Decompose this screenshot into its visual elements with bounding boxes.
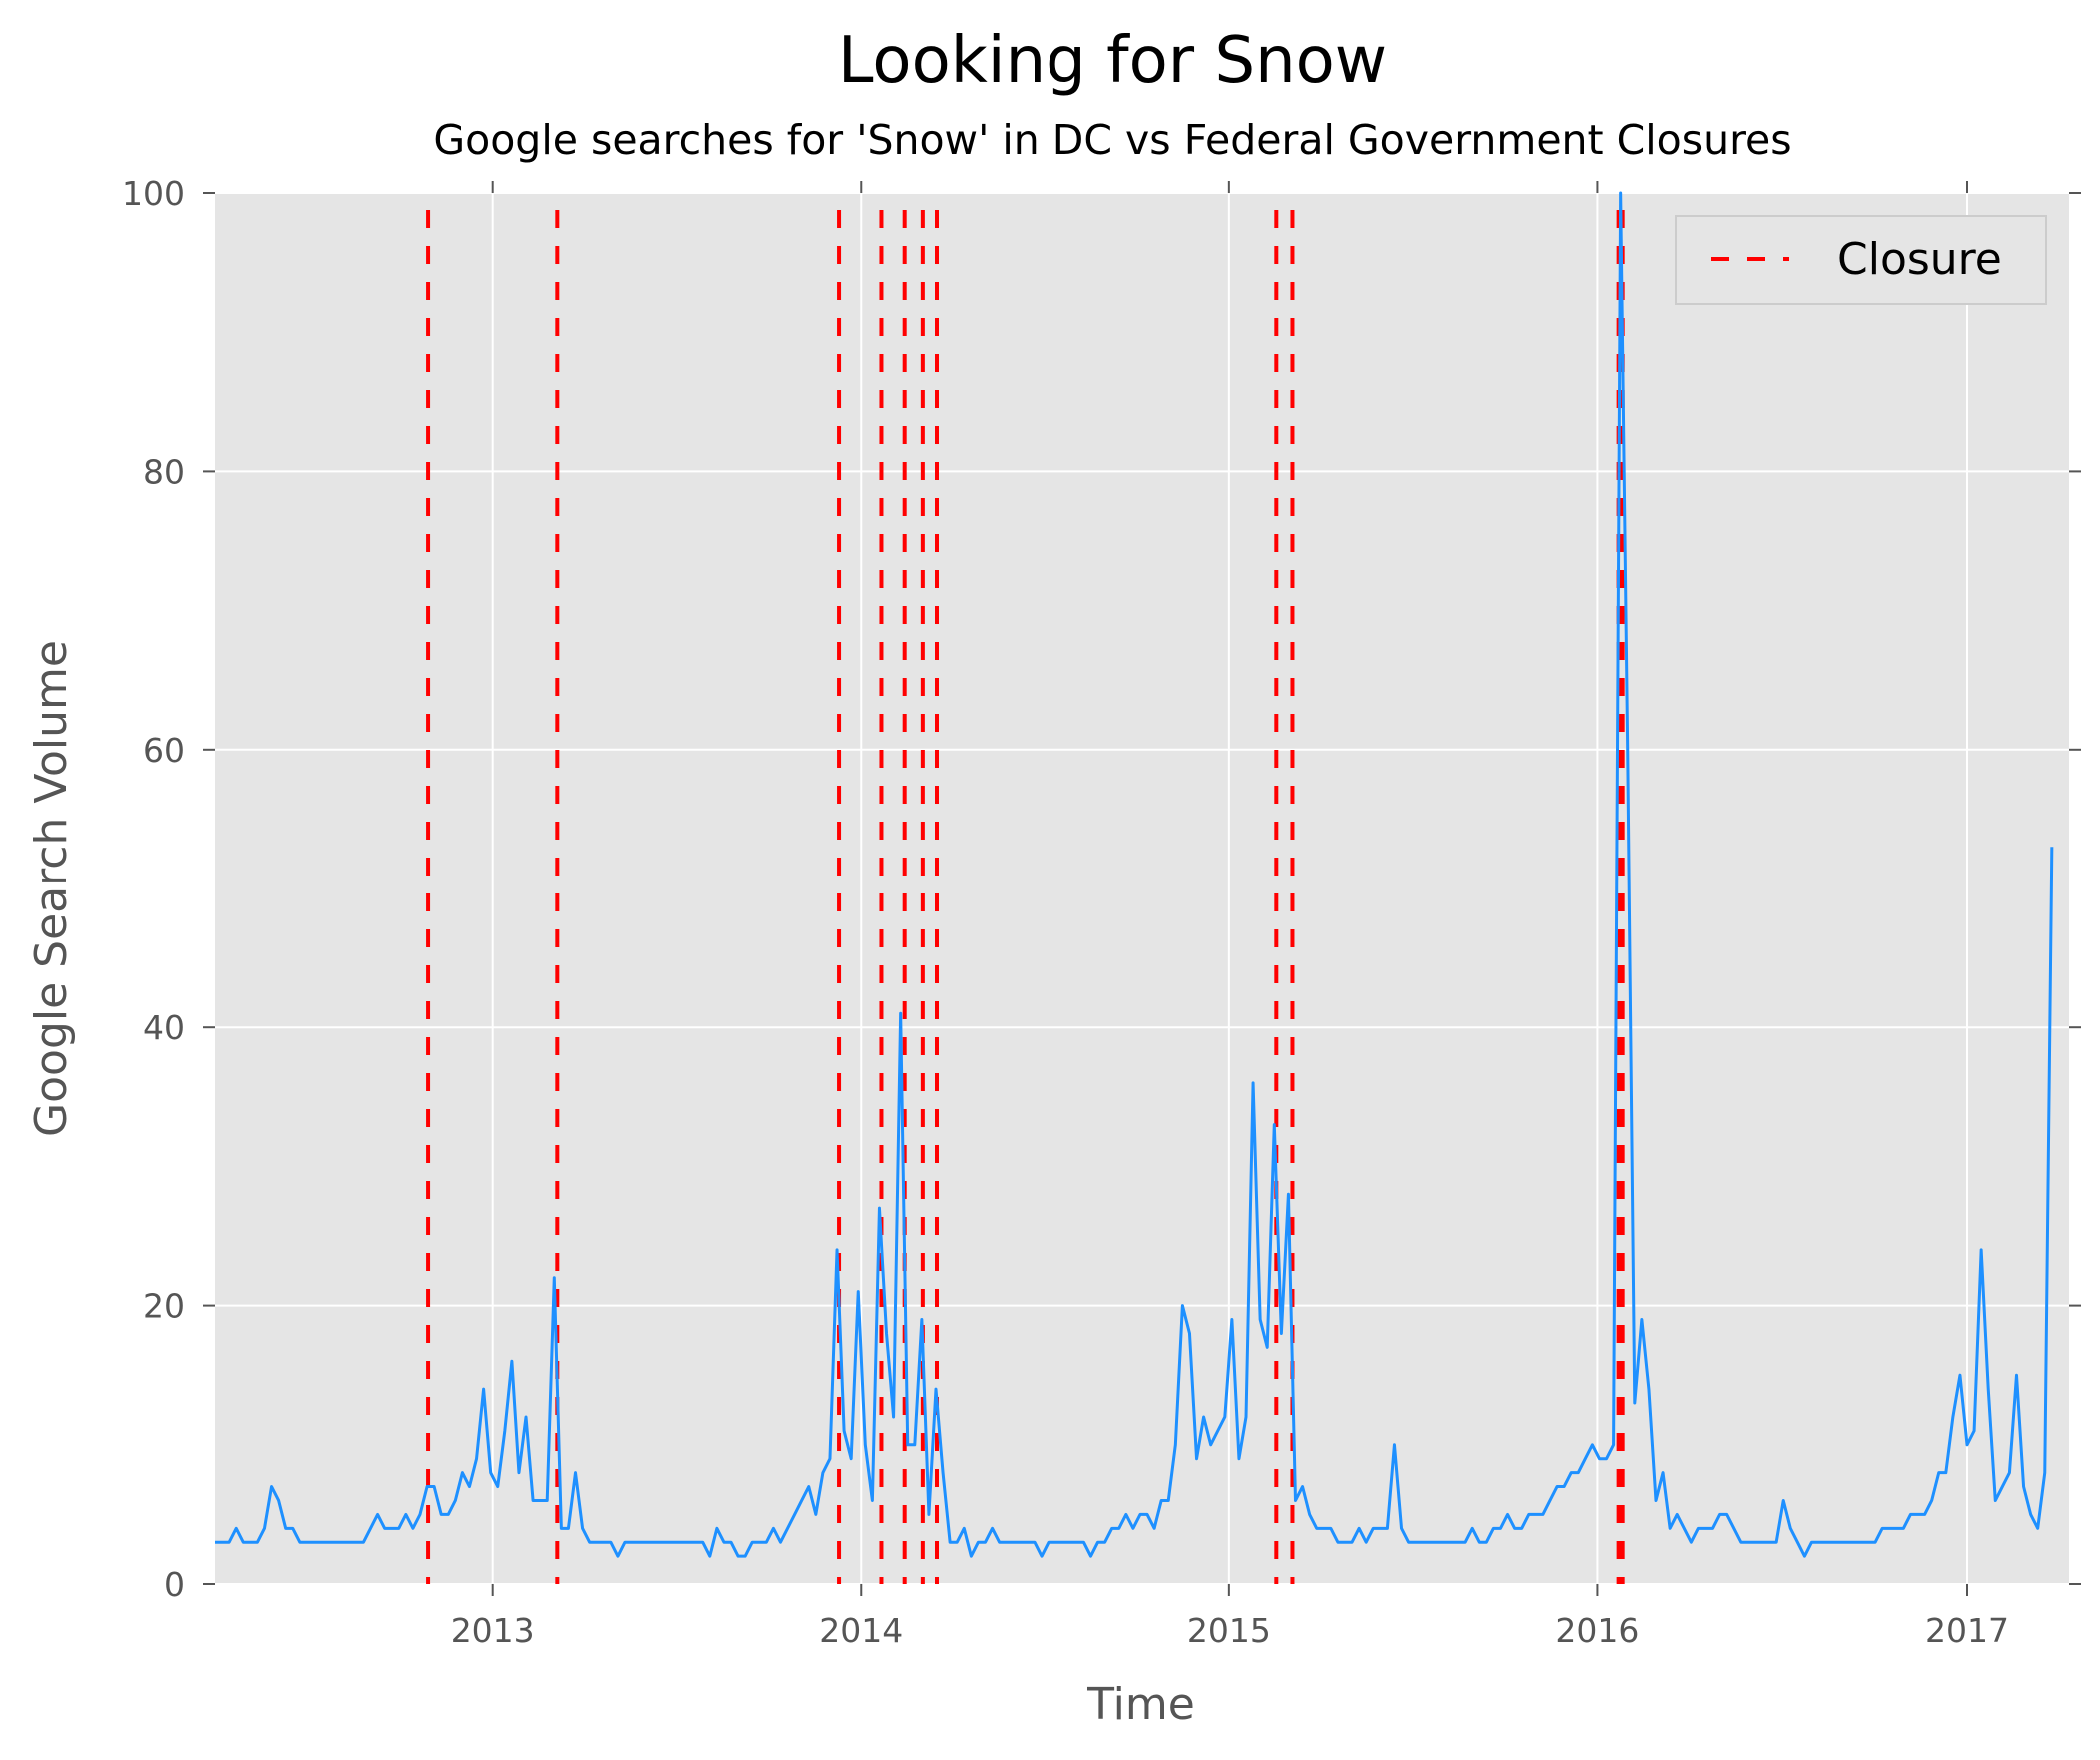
chart-title: Looking for Snow xyxy=(838,24,1387,98)
x-tick-label: 2013 xyxy=(451,1611,535,1650)
tick-labels: 0 20 40 60 80 100 2013 2014 2015 2016 2017 xyxy=(122,174,2009,1650)
axis-ticks xyxy=(203,181,2081,1596)
x-tick-label: 2016 xyxy=(1555,1611,1639,1650)
legend-box xyxy=(1675,215,2047,305)
x-tick-label: 2017 xyxy=(1925,1611,2009,1650)
grid-lines xyxy=(215,192,2069,1585)
y-tick-label: 20 xyxy=(143,1287,185,1326)
series-line xyxy=(215,191,2054,1558)
x-tick-label: 2014 xyxy=(819,1611,903,1650)
y-axis-label: Google Search Volume xyxy=(26,640,77,1137)
y-tick-label: 60 xyxy=(143,731,185,770)
y-tick-label: 0 xyxy=(164,1565,185,1604)
plot-area xyxy=(215,193,2069,1584)
series-layer xyxy=(215,191,2054,1558)
legend: Closure xyxy=(1675,215,2047,305)
x-tick-label: 2015 xyxy=(1187,1611,1271,1650)
chart-subtitle: Google searches for 'Snow' in DC vs Fede… xyxy=(433,116,1791,164)
y-tick-label: 100 xyxy=(122,174,185,213)
y-tick-label: 80 xyxy=(143,452,185,491)
x-axis-label: Time xyxy=(1086,1679,1195,1730)
y-tick-label: 40 xyxy=(143,1008,185,1047)
legend-closure-label: Closure xyxy=(1837,234,2002,285)
